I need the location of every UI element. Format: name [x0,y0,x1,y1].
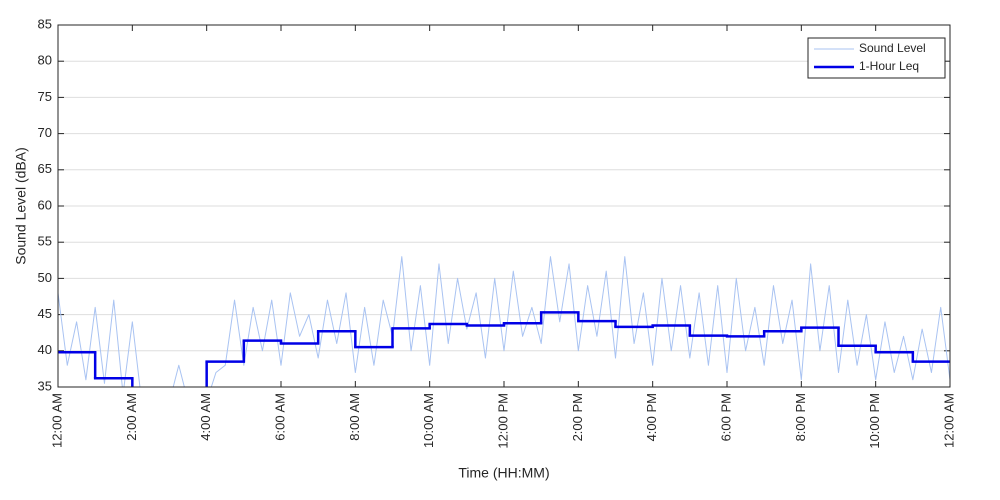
plot-frame [57,24,951,388]
x-tick-label: 12:00 PM [495,393,510,449]
x-tick-label: 10:00 PM [867,393,882,449]
y-tick-label: 45 [38,306,52,321]
legend-label: Sound Level [859,41,926,55]
x-tick-label: 10:00 AM [421,393,436,448]
x-tick-label: 8:00 AM [347,393,362,441]
x-tick-label: 2:00 AM [124,393,139,441]
y-axis-label: Sound Level (dBA) [13,147,29,265]
plot-series [58,256,950,387]
legend-box [807,37,946,79]
legend-label: 1-Hour Leq [859,59,919,73]
x-axis-label: Time (HH:MM) [458,465,549,481]
x-tick-label: 6:00 AM [272,393,287,441]
x-tick-label: 8:00 PM [793,393,808,441]
x-tick-label: 12:00 AM [49,393,64,448]
y-tick-label: 60 [38,197,52,212]
y-tick-label: 35 [38,378,52,393]
y-tick-label: 55 [38,234,52,249]
x-tick-label: 4:00 AM [198,393,213,441]
y-tick-label: 50 [38,270,52,285]
y-tick-label: 85 [38,16,52,31]
x-tick-label: 12:00 AM [941,393,956,448]
series-line [58,256,950,387]
y-tick-label: 75 [38,89,52,104]
y-tick-label: 65 [38,161,52,176]
y-tick-label: 70 [38,125,52,140]
x-tick-label: 6:00 PM [718,393,733,441]
x-tick-label: 4:00 PM [644,393,659,441]
x-tick-label: 2:00 PM [570,393,585,441]
y-tick-label: 40 [38,342,52,357]
y-tick-label: 80 [38,53,52,68]
